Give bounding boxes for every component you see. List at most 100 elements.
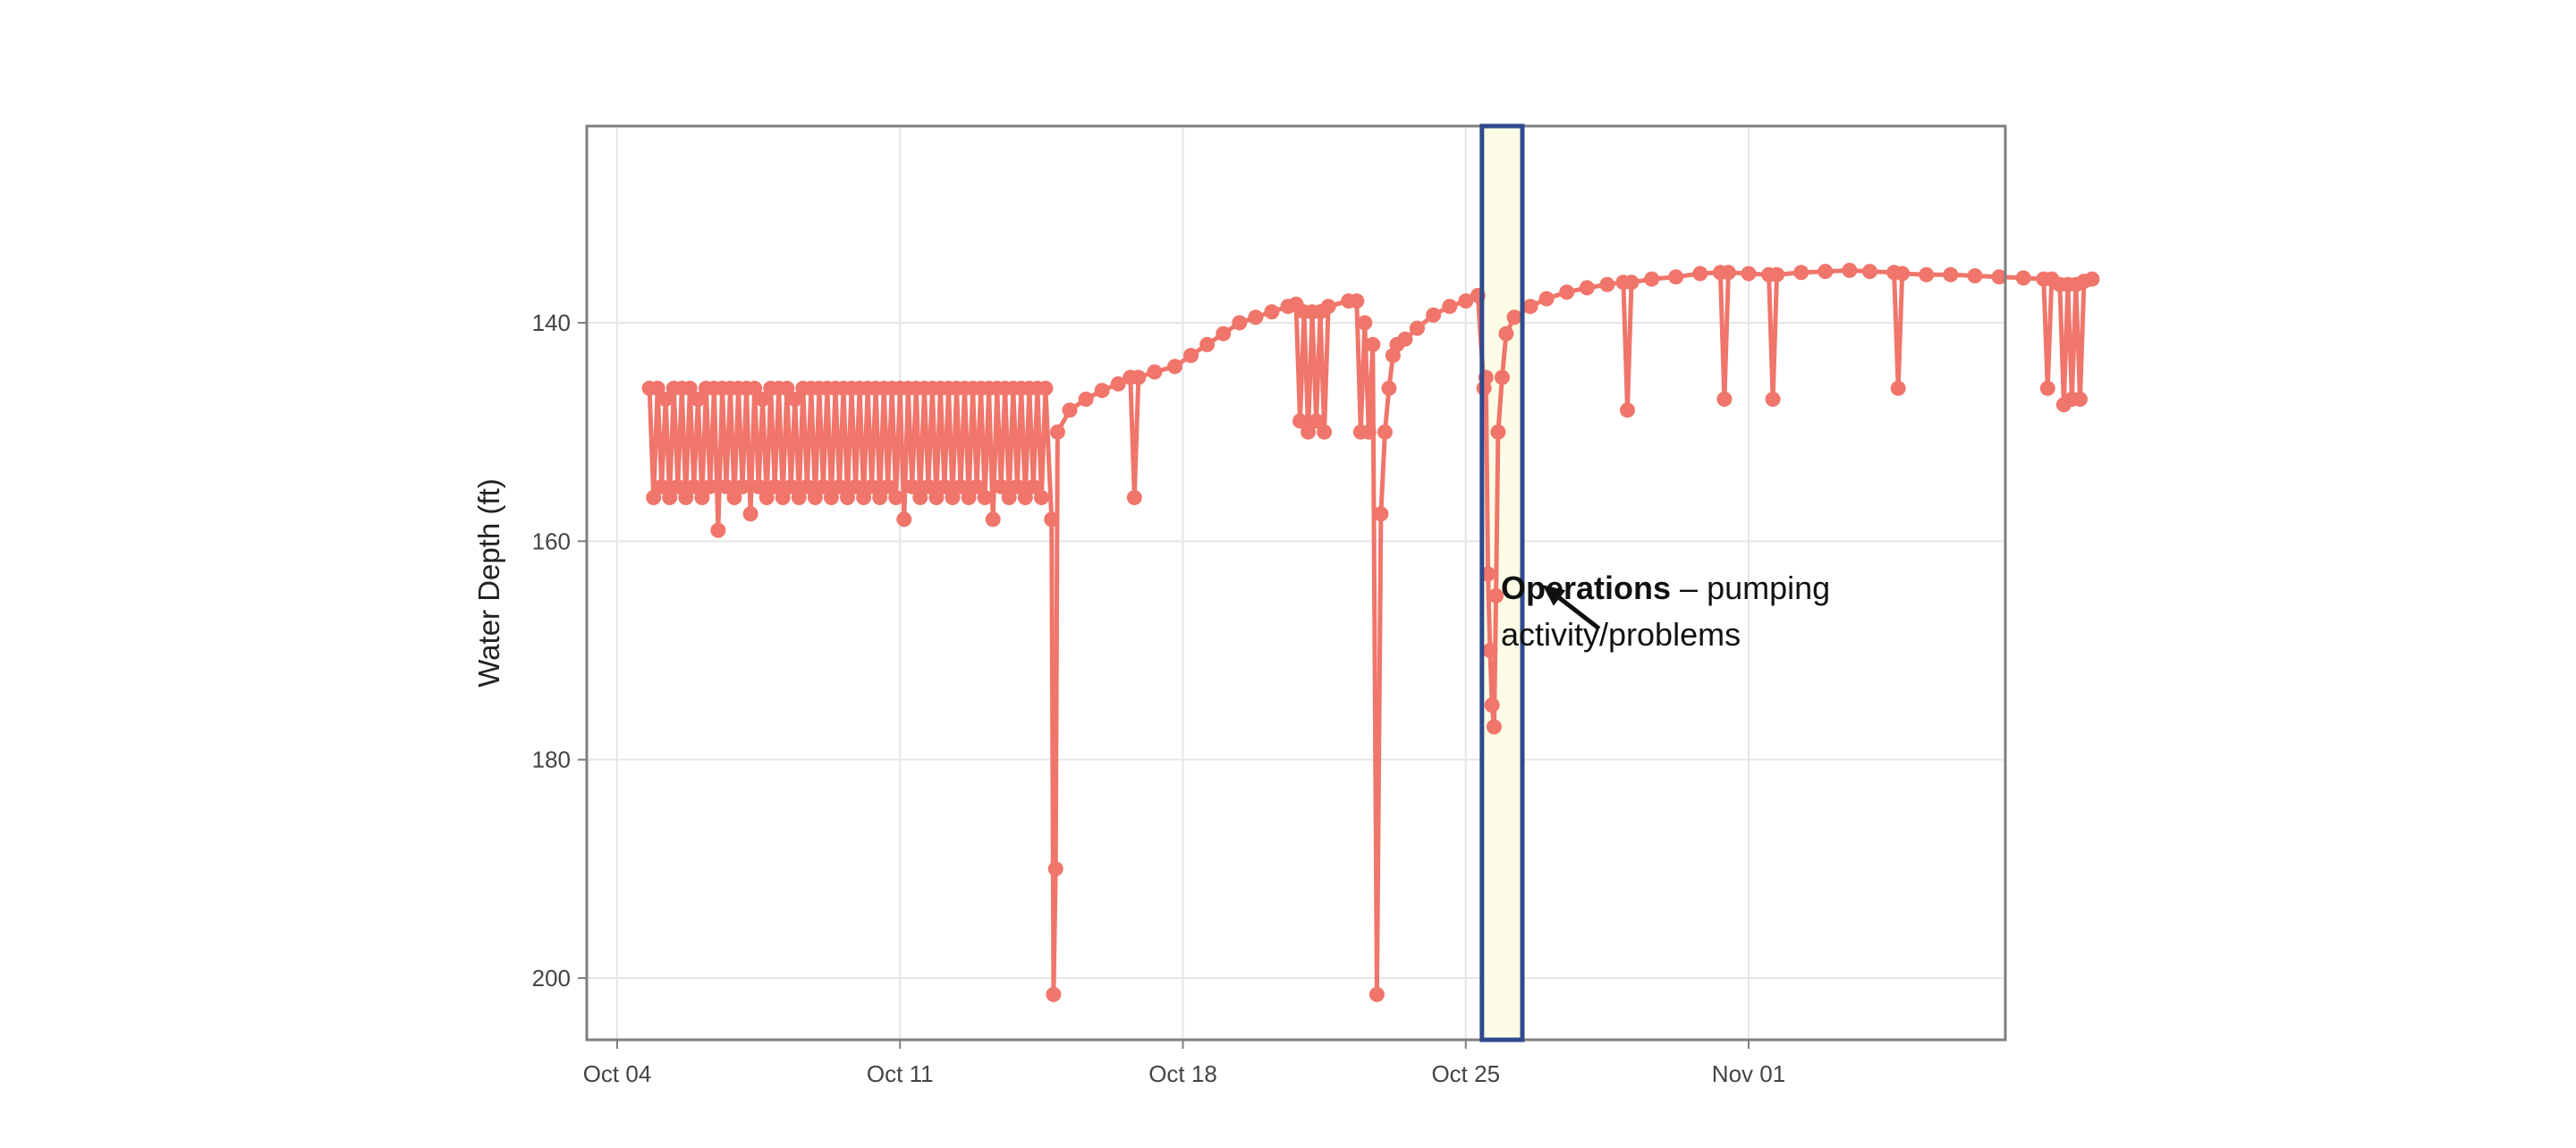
data-point (1046, 986, 1062, 1002)
data-point (945, 490, 961, 505)
data-point (682, 380, 698, 396)
x-axis: Oct 04 Oct 11 Oct 18 Oct 25 Nov 01 (583, 1040, 1785, 1087)
data-point (880, 478, 896, 494)
data-point (686, 478, 702, 494)
data-point (1410, 320, 1425, 336)
data-point (690, 392, 706, 407)
x-tick-label: Oct 04 (583, 1060, 652, 1087)
data-point (1559, 284, 1575, 300)
x-tick-label: Oct 11 (867, 1060, 934, 1087)
data-point (742, 506, 758, 522)
data-point (848, 478, 864, 494)
data-point (1862, 264, 1877, 280)
x-tick-label: Oct 18 (1148, 1060, 1217, 1087)
data-point (767, 478, 783, 494)
annotation-line1-rest: – pumping (1671, 570, 1830, 606)
data-point (2015, 270, 2031, 286)
data-point (1442, 299, 1458, 315)
data-point (1357, 315, 1373, 331)
data-point (2039, 380, 2055, 396)
data-point (1167, 359, 1182, 375)
data-point (710, 522, 726, 538)
data-point (646, 490, 662, 505)
data-point (1490, 424, 1506, 440)
data-point (747, 380, 763, 396)
data-point (2084, 271, 2100, 287)
data-point (953, 478, 969, 494)
data-point (1264, 304, 1280, 320)
data-point (1579, 280, 1595, 296)
data-point (702, 478, 718, 494)
data-point (1720, 265, 1736, 281)
x-tick-label: Oct 25 (1431, 1060, 1500, 1087)
data-point (936, 478, 953, 494)
data-point (1248, 309, 1264, 325)
data-point (1038, 380, 1054, 396)
data-point (1001, 490, 1017, 505)
data-point (1494, 369, 1510, 385)
data-point (1599, 276, 1615, 292)
data-point (694, 490, 710, 505)
data-point (1232, 315, 1248, 331)
data-point (1368, 986, 1385, 1002)
annotation-arrow (1558, 595, 1601, 631)
data-point (1365, 336, 1381, 352)
data-point (1620, 402, 1635, 418)
data-point (779, 380, 795, 396)
data-point (1049, 424, 1065, 440)
data-point (1991, 269, 2007, 285)
data-point (758, 490, 775, 505)
data-point (657, 392, 674, 407)
data-point (1716, 392, 1733, 407)
data-point (2072, 392, 2088, 407)
data-point (896, 511, 912, 528)
y-tick-label: 200 (532, 965, 571, 992)
data-point (654, 478, 670, 494)
y-axis: 140 160 180 200 (532, 309, 587, 992)
data-point (961, 490, 977, 505)
data-point (1668, 269, 1684, 285)
data-point (1741, 266, 1757, 282)
y-tick-label: 180 (532, 747, 571, 773)
data-point (1644, 271, 1660, 287)
data-point (1842, 262, 1858, 278)
data-point (1538, 291, 1555, 307)
annotation-line1: Operations – pumping (1501, 570, 1830, 606)
data-point (1373, 506, 1389, 522)
data-point (1894, 266, 1911, 282)
data-point (840, 490, 855, 505)
data-point (832, 478, 847, 494)
data-point (649, 380, 665, 396)
data-point (1692, 266, 1708, 282)
series-water-depth (641, 262, 2100, 1002)
data-point (1047, 861, 1063, 877)
y-axis-title: Water Depth (ft) (472, 478, 505, 688)
data-point (662, 490, 678, 505)
data-point (750, 478, 767, 494)
data-point (1967, 268, 1983, 283)
data-point (888, 490, 904, 505)
data-point (912, 490, 928, 505)
data-point (1498, 325, 1514, 342)
data-point (1919, 266, 1935, 283)
annotation-bold: Operations (1501, 570, 1671, 606)
data-point (1793, 265, 1809, 281)
data-point (1183, 348, 1199, 364)
data-point (734, 478, 750, 494)
annotation: Operations – pumping activity/problems (1501, 570, 1830, 653)
data-point (1426, 307, 1442, 323)
data-point (993, 478, 1009, 494)
y-tick-label: 140 (532, 309, 571, 336)
data-point (1522, 299, 1538, 315)
data-point (1765, 392, 1781, 407)
highlight-border (1479, 123, 1525, 1042)
data-point (985, 511, 1001, 528)
data-point (1360, 424, 1377, 440)
data-point (1484, 697, 1500, 713)
data-point (1033, 490, 1049, 505)
data-point (1377, 424, 1393, 440)
data-point (856, 490, 872, 505)
data-point (1199, 336, 1216, 352)
